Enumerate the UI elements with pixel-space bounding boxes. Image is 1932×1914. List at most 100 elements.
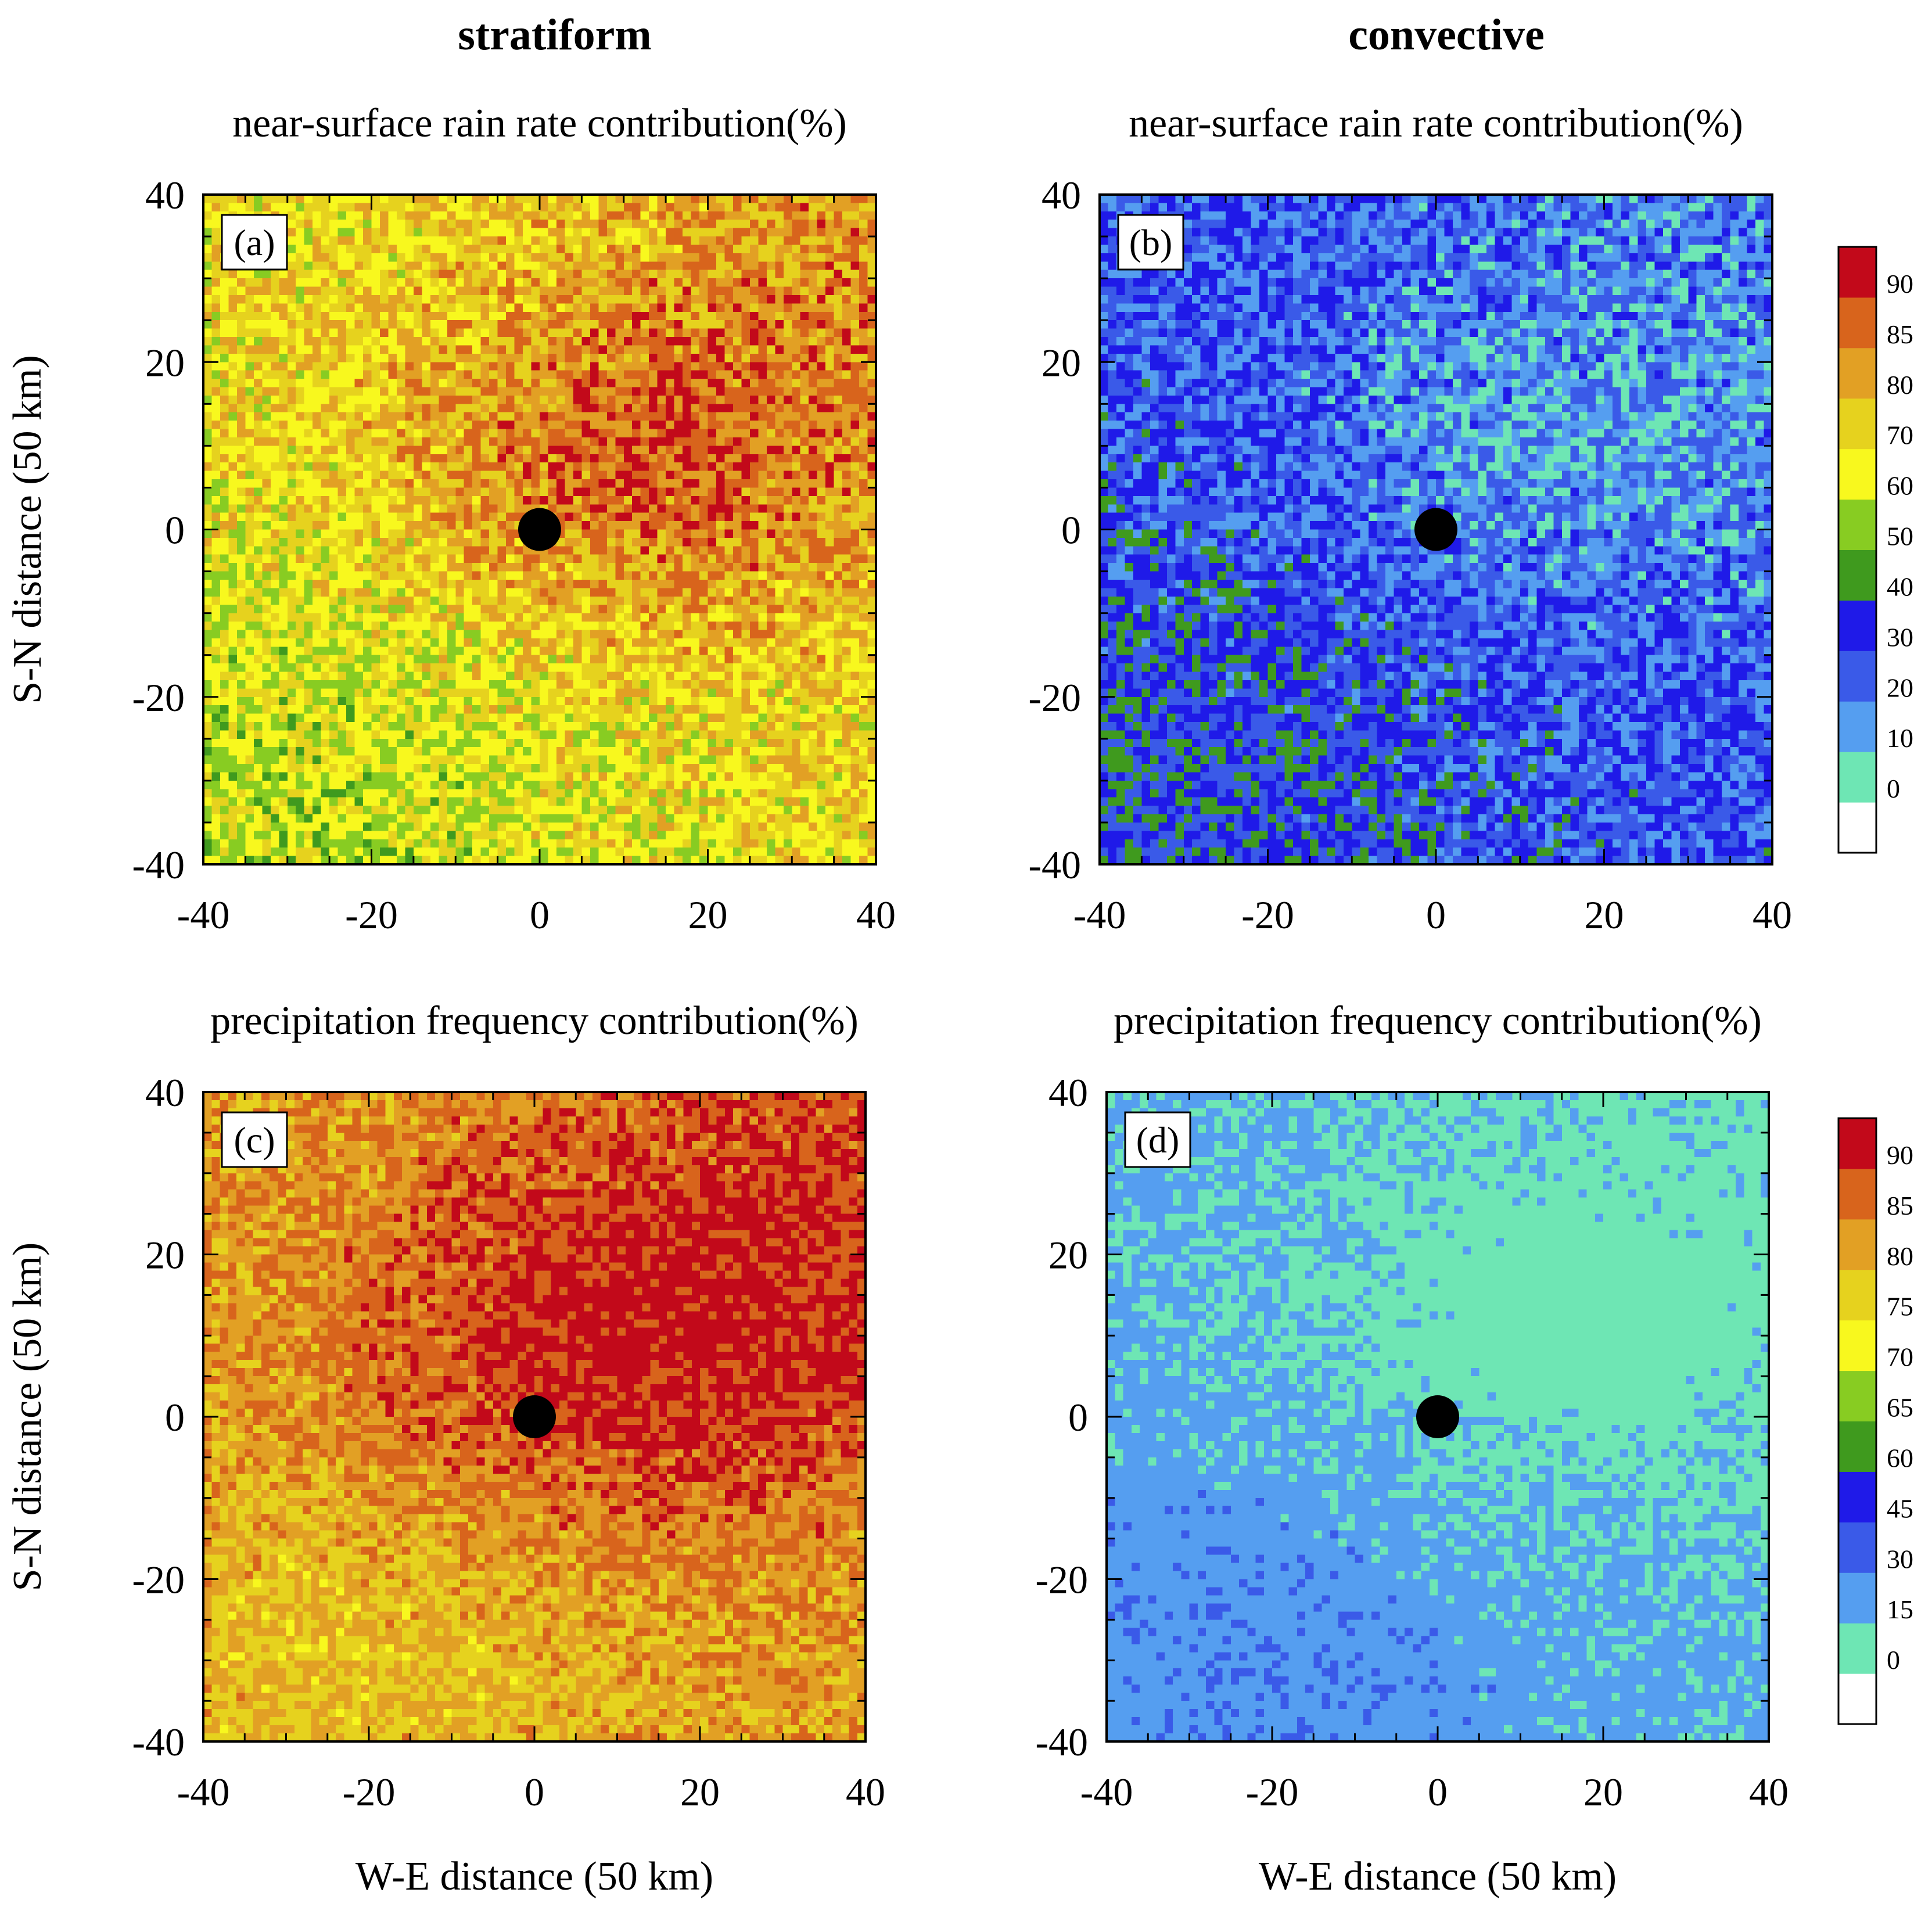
heatmap-cell xyxy=(422,337,430,346)
heatmap-cell xyxy=(699,303,708,312)
heatmap-cell xyxy=(666,362,674,371)
heatmap-cell xyxy=(220,312,229,321)
heatmap-cell xyxy=(607,371,616,379)
heatmap-cell xyxy=(750,195,759,203)
heatmap-cell xyxy=(581,261,590,270)
heatmap-cell xyxy=(750,320,759,329)
heatmap-cell xyxy=(581,228,590,237)
heatmap-cell xyxy=(455,329,464,337)
heatmap-cell xyxy=(842,220,851,228)
heatmap-cell xyxy=(598,362,607,371)
heatmap-cell xyxy=(649,329,658,337)
heatmap-cell xyxy=(658,236,666,245)
heatmap-cell xyxy=(296,220,304,228)
heatmap-cell xyxy=(590,270,599,279)
heatmap-cell xyxy=(724,228,733,237)
heatmap-cell xyxy=(372,354,380,362)
heatmap-cell xyxy=(481,195,490,203)
heatmap-cell xyxy=(649,228,658,237)
heatmap-cell xyxy=(405,261,414,270)
heatmap-cell xyxy=(288,195,296,203)
heatmap-cell xyxy=(817,253,826,262)
heatmap-cell xyxy=(262,337,271,346)
heatmap-cell xyxy=(447,320,456,329)
heatmap-cell xyxy=(825,312,834,321)
heatmap-cell xyxy=(767,245,775,253)
heatmap-cell xyxy=(607,220,616,228)
heatmap-cell xyxy=(455,362,464,371)
heatmap-cell xyxy=(784,362,792,371)
heatmap-cell xyxy=(464,195,473,203)
heatmap-cell xyxy=(750,261,759,270)
heatmap-cell xyxy=(741,329,750,337)
heatmap-cell xyxy=(733,354,742,362)
heatmap-cell xyxy=(296,329,304,337)
heatmap-cell xyxy=(506,371,515,379)
heatmap-cell xyxy=(472,220,481,228)
heatmap-cell xyxy=(817,211,826,220)
heatmap-cell xyxy=(540,312,548,321)
heatmap-cell xyxy=(430,287,439,296)
heatmap-cell xyxy=(581,211,590,220)
heatmap-cell xyxy=(304,261,313,270)
heatmap-cell xyxy=(607,303,616,312)
heatmap-cell xyxy=(481,329,490,337)
heatmap-cell xyxy=(708,287,717,296)
heatmap-cell xyxy=(211,337,220,346)
heatmap-cell xyxy=(615,253,624,262)
heatmap-cell xyxy=(615,278,624,287)
heatmap-cell xyxy=(590,320,599,329)
heatmap-cell xyxy=(388,195,397,203)
heatmap-cell xyxy=(658,337,666,346)
heatmap-cell xyxy=(724,345,733,354)
heatmap-cell xyxy=(288,203,296,211)
heatmap-cell xyxy=(859,320,868,329)
heatmap-cell xyxy=(548,236,556,245)
heatmap-cell xyxy=(548,211,556,220)
heatmap-cell xyxy=(716,320,725,329)
heatmap-cell xyxy=(615,211,624,220)
heatmap-cell xyxy=(556,362,565,371)
heatmap-cell xyxy=(598,320,607,329)
heatmap-cell xyxy=(464,278,473,287)
heatmap-cell xyxy=(573,211,582,220)
heatmap-cell xyxy=(304,228,313,237)
heatmap-cell xyxy=(825,303,834,312)
heatmap-cell xyxy=(228,337,237,346)
heatmap-cell xyxy=(498,329,507,337)
heatmap-cell xyxy=(211,228,220,237)
heatmap-cell xyxy=(632,312,641,321)
heatmap-cell xyxy=(641,278,649,287)
heatmap-cell xyxy=(598,287,607,296)
heatmap-cell xyxy=(800,261,809,270)
heatmap-cell xyxy=(792,345,800,354)
heatmap-cell xyxy=(607,278,616,287)
heatmap-cell xyxy=(464,236,473,245)
heatmap-cell xyxy=(750,295,759,304)
heatmap-cell xyxy=(581,253,590,262)
heatmap-cell xyxy=(498,261,507,270)
heatmap-cell xyxy=(674,354,683,362)
heatmap-cell xyxy=(733,236,742,245)
heatmap-cell xyxy=(573,270,582,279)
heatmap-cell xyxy=(380,329,389,337)
heatmap-cell xyxy=(691,261,700,270)
heatmap-cell xyxy=(397,295,405,304)
heatmap-cell xyxy=(321,287,330,296)
heatmap-cell xyxy=(649,236,658,245)
heatmap-cell xyxy=(581,270,590,279)
heatmap-cell xyxy=(380,195,389,203)
heatmap-cell xyxy=(363,287,372,296)
heatmap-cell xyxy=(834,354,843,362)
heatmap-cell xyxy=(329,295,338,304)
heatmap-cell xyxy=(733,337,742,346)
heatmap-cell xyxy=(556,329,565,337)
heatmap-cell xyxy=(581,337,590,346)
heatmap-cell xyxy=(641,312,649,321)
heatmap-cell xyxy=(506,278,515,287)
heatmap-cell xyxy=(699,203,708,211)
heatmap-cell xyxy=(405,278,414,287)
heatmap-cell xyxy=(775,287,784,296)
heatmap-cell xyxy=(859,203,868,211)
heatmap-cell xyxy=(825,329,834,337)
